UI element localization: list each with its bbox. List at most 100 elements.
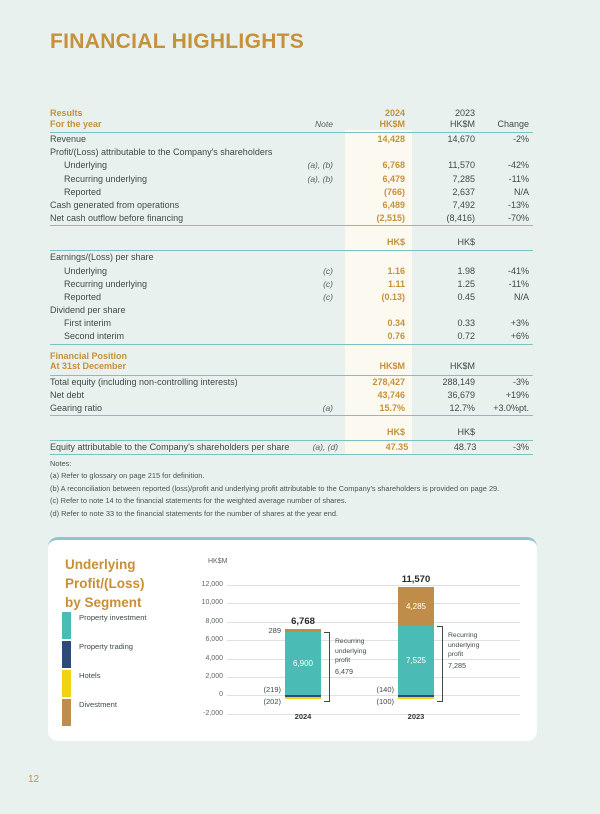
bar-segment-hotels — [398, 697, 434, 699]
value-2024: 6,479 — [382, 173, 405, 184]
bar-segment-property-trading — [398, 695, 434, 698]
value-2023: 288,149 — [442, 376, 475, 387]
value-change — [475, 146, 533, 159]
row-label: Underlying — [64, 160, 108, 171]
recurring-bracket-label-line: Recurring — [335, 637, 365, 645]
footnote: (d) Refer to note 33 to the financial st… — [50, 508, 338, 518]
note-ref: (a), (d) — [312, 442, 339, 453]
table-divider — [50, 440, 533, 442]
row-label: Underlying — [64, 265, 108, 276]
value-change: +3.0%pt. — [493, 403, 529, 413]
value-2024: 278,427 — [372, 376, 405, 387]
note-ref: (a), (b) — [307, 160, 334, 171]
bar-segment-label: (140) — [376, 685, 394, 695]
table-row: First interim 0.34 0.33 +3% — [50, 317, 533, 330]
value-2024: 6,489 — [382, 199, 405, 210]
value-change — [475, 251, 533, 264]
table-row: Second interim 0.76 0.72 +6% — [50, 330, 533, 343]
gridline — [227, 603, 520, 605]
value-2023: 11,570 — [448, 160, 475, 171]
table-row: Reported (c) (0.13) 0.45 N/A — [50, 291, 533, 304]
value-2024: 43,746 — [377, 389, 405, 400]
note-ref: (c) — [323, 291, 333, 302]
footnotes: Notes: (a) Refer to glossary on page 215… — [50, 458, 560, 520]
gridline — [227, 585, 520, 586]
value-change: -3% — [512, 442, 529, 453]
x-axis-label: 2024 — [294, 712, 312, 721]
unit-2023: HK$ — [457, 427, 475, 438]
unit-2024: HK$M — [379, 361, 405, 372]
bar-segment-property-trading — [285, 695, 321, 698]
recurring-bracket-label-line: underlying — [448, 641, 480, 649]
value-2023: 0.72 — [457, 331, 475, 342]
table-header-section-line2: For the year — [50, 118, 102, 129]
value-2024: 0.34 — [387, 318, 405, 329]
value-2024: (2,515) — [376, 213, 405, 224]
legend-label: Divestment — [79, 700, 117, 709]
note-ref: (a), (b) — [307, 173, 334, 184]
row-label: Reported — [64, 186, 102, 197]
value-2023: 1.98 — [457, 265, 475, 276]
gridline — [227, 713, 520, 715]
table-header-section: Results For the year — [50, 108, 283, 129]
bar-segment-label: (100) — [376, 697, 394, 707]
y-tick-label: 8,000 — [205, 617, 223, 625]
bar-segment-label: 4,285 — [405, 601, 427, 611]
value-change: +3% — [510, 318, 529, 329]
table-header-2024-unit: HK$M — [379, 118, 405, 129]
chart-title-line1: Underlying — [65, 557, 136, 572]
table-divider — [50, 343, 533, 345]
table-row: Reported (766) 2,637 N/A — [50, 186, 533, 199]
y-tick-label: 12,000 — [201, 581, 223, 588]
value-2023 — [405, 251, 475, 264]
row-label: Total equity (including non-controlling … — [50, 376, 238, 387]
value-2024: (0.13) — [381, 291, 405, 302]
table-divider — [50, 415, 533, 417]
value-2024: 6,768 — [382, 160, 405, 171]
chart-plot-area: HK$M 12,000 10,000 8,000 6,000 4,000 2,000 0 -2,… — [48, 540, 537, 741]
footnote: (a) Refer to glossary on page 215 for de… — [50, 471, 205, 481]
bar-segment-hotels — [285, 697, 321, 700]
value-change: N/A — [513, 186, 529, 197]
row-label: Profit/(Loss) attributable to the Compan… — [50, 147, 273, 158]
table-row: HK$ HK$ — [50, 226, 533, 250]
value-2024 — [333, 304, 405, 317]
y-tick-label: 2,000 — [205, 673, 223, 680]
unit-2023: HK$M — [449, 361, 475, 372]
table-divider — [50, 454, 533, 456]
value-2023: 2,637 — [452, 186, 475, 197]
row-section-label-line1: Financial Position — [50, 350, 128, 361]
table-row: Underlying (c) 1.16 1.98 -41% — [50, 265, 533, 278]
table-row: Financial Position At 31st December HK$M HK… — [50, 345, 533, 375]
gridline — [227, 640, 520, 642]
chart-legend: Property investment Property trading Hotel… — [62, 612, 147, 728]
table-row: Recurring underlying (a), (b) 6,479 7,285 -1… — [50, 173, 533, 186]
value-2024 — [333, 251, 405, 264]
note-ref — [283, 389, 333, 402]
gridline — [227, 621, 520, 623]
table-body: Revenue 14,428 14,670 -2% Profit/(Loss) attr… — [50, 133, 533, 456]
row-label: First interim — [64, 318, 111, 329]
page-title: FINANCIAL HIGHLIGHTS — [50, 30, 305, 53]
footnotes-heading: Notes: — [50, 459, 72, 468]
table-divider — [50, 374, 533, 376]
note-ref: (a) — [322, 403, 333, 413]
bar-segment-property-investment — [398, 626, 434, 696]
y-tick-label: 0 — [219, 691, 223, 699]
recurring-bracket — [437, 626, 443, 702]
row-label: Second interim — [64, 331, 125, 342]
legend-label: Property trading — [79, 642, 134, 651]
table-divider — [50, 132, 533, 133]
note-ref — [283, 212, 333, 225]
table-row: Revenue 14,428 14,670 -2% — [50, 133, 533, 146]
legend-label: Hotels — [79, 671, 101, 680]
bar-segment-divestment — [398, 586, 434, 627]
note-ref — [283, 304, 333, 317]
chart-title-line3: by Segment — [65, 595, 142, 611]
property-trading-swatch — [62, 641, 71, 668]
value-change: -41% — [507, 265, 529, 276]
value-2023: 7,492 — [452, 199, 475, 210]
value-2023: 14,670 — [447, 134, 475, 144]
table-header-2023: 2023 HK$M — [405, 108, 475, 129]
note-ref — [283, 146, 333, 159]
